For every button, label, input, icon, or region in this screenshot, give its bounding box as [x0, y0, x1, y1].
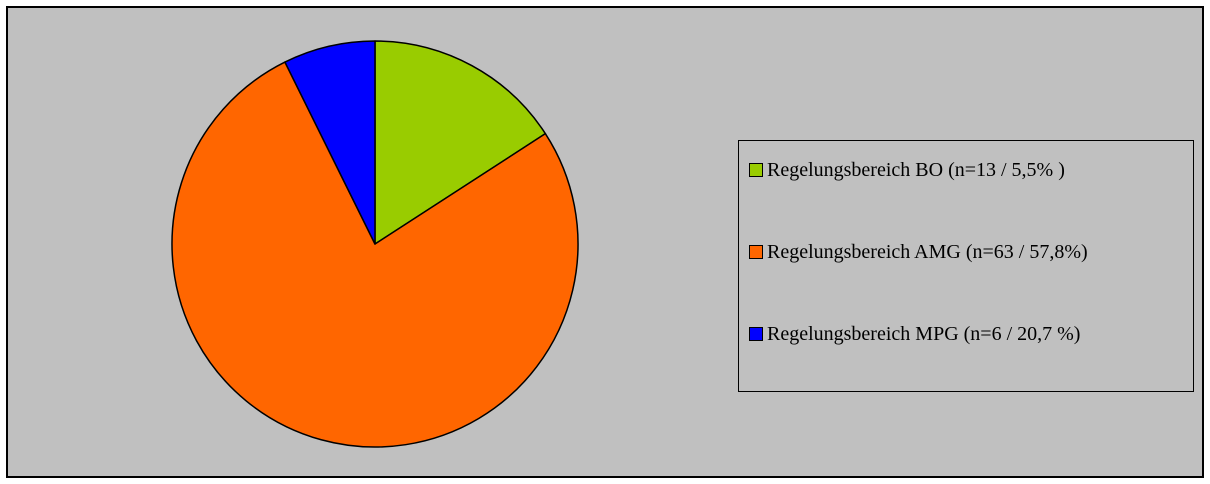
legend-entry-bo: Regelungsbereich BO (n=13 / 5,5% ) — [749, 155, 1189, 185]
pie-slice-mpg — [284, 40, 376, 245]
legend-swatch-bo — [749, 163, 763, 177]
legend-label-amg: Regelungsbereich AMG (n=63 / 57,8%) — [767, 241, 1088, 263]
legend: Regelungsbereich BO (n=13 / 5,5% ) Regel… — [738, 140, 1194, 392]
legend-entry-mpg: Regelungsbereich MPG (n=6 / 20,7 %) — [749, 319, 1189, 349]
legend-label-bo: Regelungsbereich BO (n=13 / 5,5% ) — [767, 159, 1065, 181]
pie-slice-bo — [374, 40, 547, 245]
legend-label-mpg: Regelungsbereich MPG (n=6 / 20,7 %) — [767, 323, 1081, 345]
pie-chart — [171, 40, 579, 448]
legend-entry-amg: Regelungsbereich AMG (n=63 / 57,8%) — [749, 237, 1189, 267]
legend-swatch-amg — [749, 245, 763, 259]
pie-slice-amg — [171, 61, 579, 448]
legend-swatch-mpg — [749, 327, 763, 341]
chart-area: Regelungsbereich BO (n=13 / 5,5% ) Regel… — [6, 6, 1204, 478]
